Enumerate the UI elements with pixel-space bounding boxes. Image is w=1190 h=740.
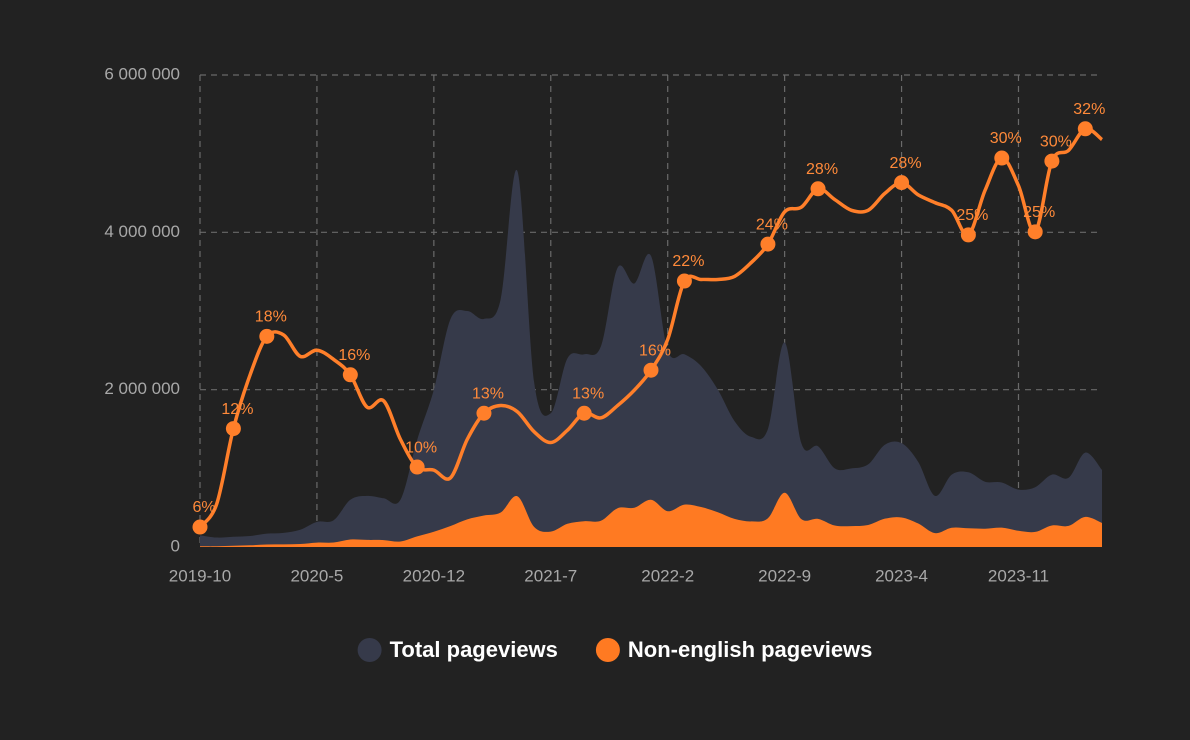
marker [342, 367, 358, 383]
x-tick-label: 2022-9 [758, 566, 811, 585]
data-label: 6% [192, 499, 215, 516]
marker [259, 328, 275, 344]
data-label: 30% [990, 130, 1022, 147]
data-label: 32% [1073, 101, 1105, 118]
y-tick-label: 0 [171, 536, 180, 555]
data-label: 18% [255, 309, 287, 326]
marker [676, 273, 692, 289]
marker [192, 519, 208, 535]
data-label: 16% [338, 347, 370, 364]
data-label: 28% [890, 155, 922, 172]
data-label: 25% [956, 207, 988, 224]
x-tick-label: 2022-2 [641, 566, 694, 585]
area [200, 169, 1102, 548]
marker [810, 181, 826, 197]
data-label: 13% [572, 385, 604, 402]
x-tick-label: 2021-7 [524, 566, 577, 585]
x-tick-label: 2020-5 [290, 566, 343, 585]
data-label: 22% [672, 253, 704, 270]
legend-label: Total pageviews [390, 637, 558, 662]
marker [1077, 121, 1093, 137]
data-label: 30% [1040, 133, 1072, 150]
data-label: 13% [472, 385, 504, 402]
marker [994, 150, 1010, 166]
x-tick-label: 2020-12 [403, 566, 465, 585]
legend-swatch [595, 638, 620, 662]
marker [760, 236, 776, 252]
y-tick-label: 2 000 000 [104, 379, 180, 398]
y-tick-label: 4 000 000 [104, 222, 180, 241]
area [200, 492, 1102, 547]
marker [643, 362, 659, 378]
marker [409, 459, 425, 475]
x-tick-label: 2019-10 [169, 566, 231, 585]
legend: Total pageviews Non-english pageviews [357, 637, 873, 662]
data-label: 10% [405, 439, 437, 456]
marker [960, 227, 976, 243]
legend-label: Non-english pageviews [628, 637, 873, 662]
marker [1044, 153, 1060, 169]
data-label: 25% [1023, 204, 1055, 221]
marker [225, 421, 241, 437]
data-label: 28% [806, 161, 838, 178]
marker [894, 175, 910, 191]
marker [1027, 224, 1043, 240]
y-tick-label: 6 000 000 [104, 64, 180, 83]
data-label: 12% [221, 401, 253, 418]
x-tick-label: 2023-4 [875, 566, 928, 585]
data-label: 16% [639, 342, 671, 359]
x-tick-label: 2023-11 [988, 566, 1049, 585]
data-label: 24% [756, 216, 788, 233]
marker [476, 405, 492, 421]
marker [576, 405, 592, 421]
legend-swatch [357, 638, 382, 662]
